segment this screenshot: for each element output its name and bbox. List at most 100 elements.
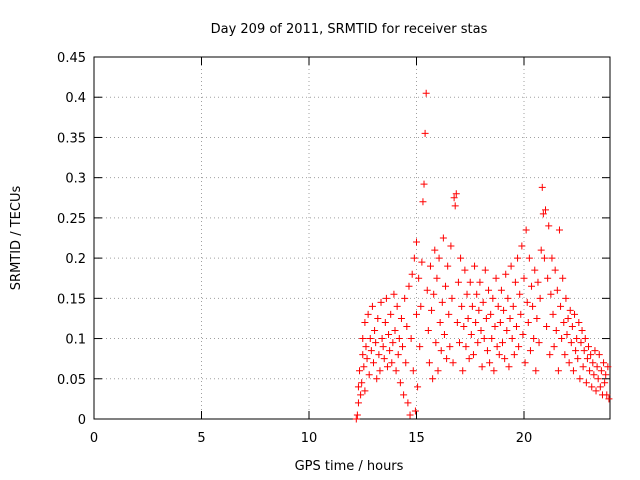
data-point bbox=[536, 294, 544, 302]
data-point bbox=[426, 262, 434, 270]
data-point bbox=[482, 314, 490, 322]
data-point bbox=[557, 302, 565, 310]
data-point bbox=[362, 343, 370, 351]
y-axis-label: SRMTID / TECUs bbox=[9, 186, 24, 291]
data-point bbox=[569, 367, 577, 375]
data-point bbox=[475, 306, 483, 314]
data-point bbox=[562, 294, 570, 302]
data-point bbox=[561, 351, 569, 359]
data-point bbox=[575, 318, 583, 326]
data-point bbox=[549, 310, 557, 318]
data-point bbox=[447, 242, 455, 250]
data-point bbox=[434, 367, 442, 375]
data-point bbox=[401, 294, 409, 302]
data-point bbox=[357, 391, 365, 399]
data-point bbox=[521, 359, 529, 367]
data-point bbox=[395, 335, 403, 343]
data-point bbox=[512, 322, 520, 330]
data-point bbox=[354, 383, 362, 391]
data-point bbox=[399, 343, 407, 351]
data-point bbox=[524, 318, 532, 326]
data-point bbox=[418, 258, 426, 266]
data-point bbox=[494, 302, 502, 310]
data-points bbox=[352, 89, 613, 423]
data-point bbox=[579, 363, 587, 371]
x-tick-label: 5 bbox=[197, 431, 205, 446]
plot-frame bbox=[93, 56, 611, 420]
data-point bbox=[548, 254, 556, 262]
data-point bbox=[601, 379, 609, 387]
data-point bbox=[428, 306, 436, 314]
data-point bbox=[456, 339, 463, 347]
data-point bbox=[437, 347, 445, 355]
data-point bbox=[514, 254, 522, 262]
data-point bbox=[373, 375, 381, 383]
data-point bbox=[371, 327, 379, 335]
data-point bbox=[577, 339, 585, 347]
x-tick-label: 10 bbox=[301, 431, 318, 446]
data-point bbox=[558, 335, 566, 343]
data-point bbox=[583, 355, 591, 363]
data-point bbox=[368, 302, 376, 310]
data-point bbox=[356, 367, 364, 375]
data-point bbox=[503, 327, 511, 335]
data-point bbox=[531, 266, 539, 274]
data-point bbox=[509, 302, 517, 310]
x-axis-label: GPS time / hours bbox=[295, 459, 404, 474]
data-point bbox=[497, 286, 505, 294]
data-point bbox=[495, 351, 503, 359]
data-point bbox=[442, 282, 450, 290]
data-point bbox=[389, 339, 397, 347]
x-tick-label: 15 bbox=[408, 431, 425, 446]
y-tick-label: 0.15 bbox=[57, 292, 86, 307]
data-point bbox=[385, 331, 393, 339]
data-point bbox=[391, 327, 399, 335]
data-point bbox=[552, 327, 560, 335]
data-point bbox=[499, 339, 506, 347]
data-point bbox=[550, 343, 558, 351]
data-point bbox=[403, 322, 411, 330]
axis-ticks: 0 0.05 0.1 0.15 0.2 0.25 0.3 0.35 0.4 0.45 0 5 10 15 2… bbox=[57, 51, 610, 446]
data-point bbox=[364, 310, 372, 318]
data-point bbox=[388, 359, 396, 367]
data-point bbox=[523, 298, 531, 306]
data-point bbox=[554, 367, 562, 375]
data-point bbox=[361, 387, 369, 395]
data-point bbox=[408, 270, 416, 278]
data-point bbox=[438, 298, 446, 306]
data-point bbox=[571, 310, 579, 318]
data-point bbox=[424, 327, 432, 335]
data-point bbox=[528, 282, 536, 290]
data-point bbox=[510, 351, 518, 359]
data-point bbox=[453, 318, 461, 326]
y-tick-label: 0.4 bbox=[65, 91, 86, 106]
data-point bbox=[469, 351, 477, 359]
data-point bbox=[578, 327, 586, 335]
data-point bbox=[533, 314, 541, 322]
data-point bbox=[430, 290, 438, 298]
data-point bbox=[488, 335, 496, 343]
data-point bbox=[474, 339, 482, 347]
data-point bbox=[526, 347, 534, 355]
data-point bbox=[576, 375, 584, 383]
data-point bbox=[507, 262, 515, 270]
data-point bbox=[367, 347, 375, 355]
data-point bbox=[596, 383, 604, 391]
data-point bbox=[407, 335, 415, 343]
data-point bbox=[525, 254, 533, 262]
data-point bbox=[454, 278, 462, 286]
data-point bbox=[555, 226, 563, 234]
data-point bbox=[517, 310, 525, 318]
data-point bbox=[522, 226, 530, 234]
x-tick-label: 20 bbox=[516, 431, 533, 446]
y-tick-label: 0.35 bbox=[57, 131, 86, 146]
data-point bbox=[425, 359, 433, 367]
data-point bbox=[486, 359, 494, 367]
data-point bbox=[476, 278, 484, 286]
data-point bbox=[543, 322, 551, 330]
data-point bbox=[587, 351, 595, 359]
y-tick-label: 0.3 bbox=[65, 172, 86, 187]
data-point bbox=[589, 359, 597, 367]
data-point bbox=[568, 322, 576, 330]
data-point bbox=[581, 335, 589, 343]
